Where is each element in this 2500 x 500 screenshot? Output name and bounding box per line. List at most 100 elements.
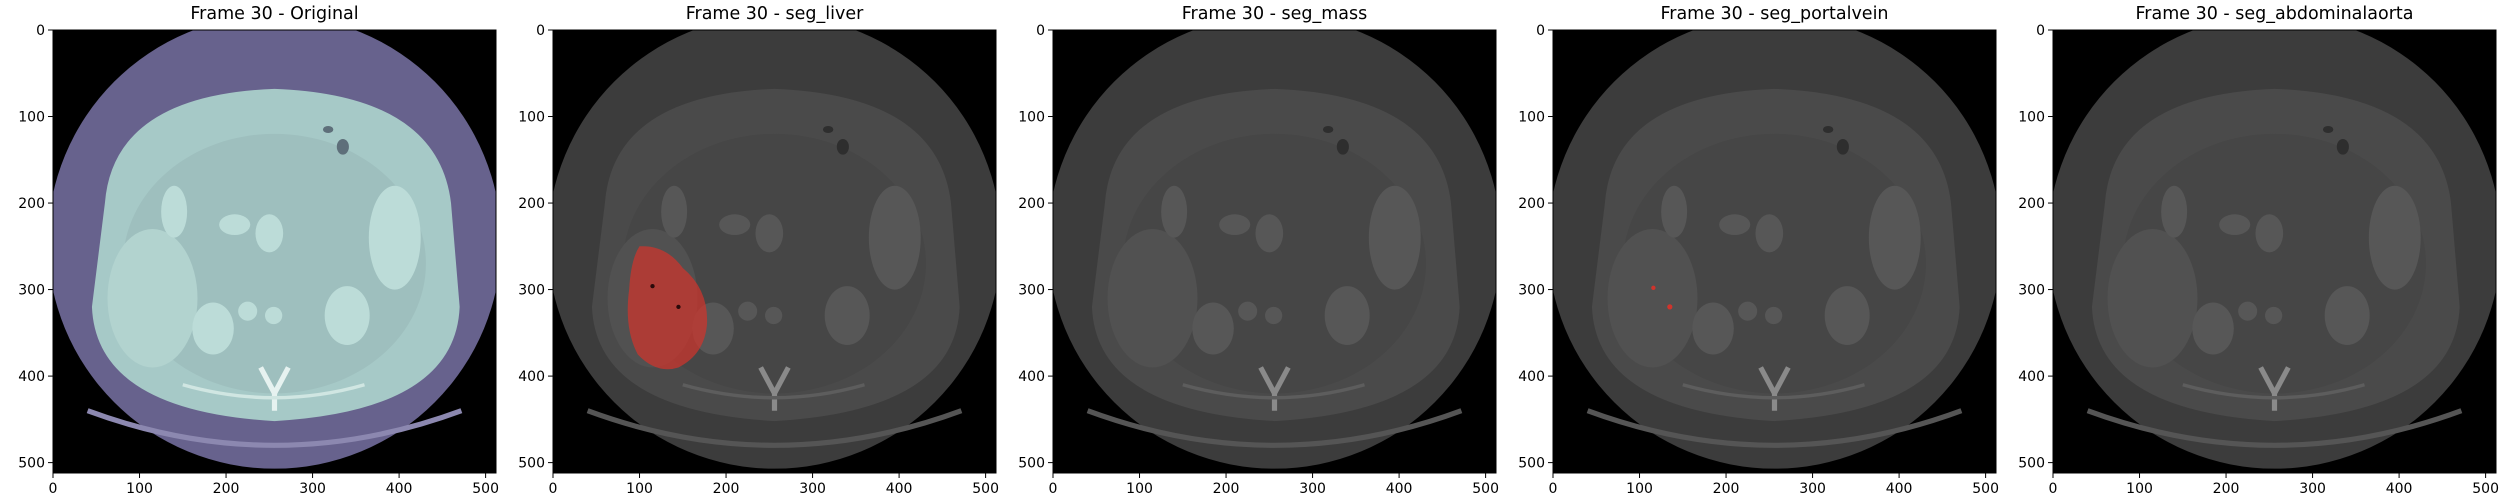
scanner-table <box>586 408 963 448</box>
y-tick-label: 100 <box>18 110 45 126</box>
bowel-loop <box>255 214 284 253</box>
bowel-loop <box>1255 214 1284 253</box>
y-tick-label: 0 <box>536 23 545 39</box>
portalvein-segmentation-overlay <box>1651 285 1656 291</box>
x-tick-label: 500 <box>972 481 999 497</box>
x-tick-label: 300 <box>1299 481 1326 497</box>
axes-frame <box>1552 29 1997 474</box>
y-tick-label: 400 <box>518 369 545 385</box>
y-tick-label: 200 <box>1518 196 1545 212</box>
gas-bubble <box>1836 139 1849 155</box>
y-tick-label: 400 <box>1518 369 1545 385</box>
y-tick-label: 0 <box>1036 23 1045 39</box>
x-tick-label: 100 <box>1626 481 1653 497</box>
bowel-loop <box>719 214 751 236</box>
y-tick-label: 100 <box>2018 110 2045 126</box>
image-panel: Frame 30 - Original 0 100 200 300 400 500 0 100 2… <box>0 0 500 500</box>
x-tick-label: 300 <box>799 481 826 497</box>
kidney-left <box>1324 286 1370 345</box>
overlay-vessel-dot <box>650 283 655 289</box>
panel-title: Frame 30 - seg_mass <box>1181 4 1368 24</box>
liver-region <box>1607 229 1698 368</box>
bowel-loop <box>661 185 688 238</box>
overlay-vessel-dot <box>676 304 681 310</box>
aorta <box>2264 306 2283 325</box>
x-tick-label: 500 <box>1472 481 1499 497</box>
bowel-loop <box>2161 185 2188 238</box>
ct-image <box>553 30 996 473</box>
y-tick-label: 500 <box>18 456 45 472</box>
x-tick-label: 400 <box>886 481 913 497</box>
y-tick-label: 400 <box>18 369 45 385</box>
ivc <box>738 301 758 321</box>
y-tick-label: 100 <box>518 110 545 126</box>
aorta <box>1264 306 1283 325</box>
panel-title: Frame 30 - Original <box>190 4 359 24</box>
x-tick-label: 400 <box>1386 481 1413 497</box>
bowel-loop <box>755 214 784 253</box>
x-tick-label: 300 <box>299 481 326 497</box>
x-tick-label: 500 <box>472 481 499 497</box>
x-tick-label: 0 <box>49 481 58 497</box>
y-tick-label: 200 <box>1018 196 1045 212</box>
liver-region <box>107 229 198 368</box>
kidney-right <box>1192 302 1234 355</box>
x-tick-label: 100 <box>2126 481 2153 497</box>
liver-region <box>1107 229 1198 368</box>
scanner-table <box>1586 408 1963 448</box>
liver-segmentation-overlay <box>627 246 708 370</box>
y-tick-label: 0 <box>36 23 45 39</box>
bowel-loop <box>1719 214 1751 236</box>
y-tick-label: 400 <box>1018 369 1045 385</box>
y-tick-label: 0 <box>1536 23 1545 39</box>
posterior-muscle <box>2182 383 2365 400</box>
scanner-table <box>86 408 463 448</box>
ivc <box>1238 301 1258 321</box>
kidney-right <box>2192 302 2234 355</box>
aorta <box>1764 306 1783 325</box>
x-tick-label: 100 <box>626 481 653 497</box>
panel-title: Frame 30 - seg_abdominalaorta <box>2135 4 2414 24</box>
kidney-left <box>1824 286 1870 345</box>
image-panel: Frame 30 - seg_mass 0 100 200 300 400 500 0 100 2… <box>1000 0 1500 500</box>
panel-title: Frame 30 - seg_liver <box>685 4 864 24</box>
bowel-loop <box>1755 214 1784 253</box>
y-tick-label: 200 <box>518 196 545 212</box>
image-panel: Frame 30 - seg_portalvein 0 100 200 300 400 50… <box>1500 0 2000 500</box>
x-tick-label: 300 <box>2299 481 2326 497</box>
gas-bubble <box>2336 139 2349 155</box>
x-tick-label: 100 <box>126 481 153 497</box>
gas-bubble <box>2322 126 2334 133</box>
axes-frame <box>52 29 497 474</box>
y-tick-label: 100 <box>1018 110 1045 126</box>
y-tick-label: 300 <box>1518 283 1545 299</box>
gas-bubble <box>822 126 834 133</box>
y-tick-label: 300 <box>1018 283 1045 299</box>
liver-region <box>2107 229 2198 368</box>
y-tick-label: 100 <box>1518 110 1545 126</box>
bowel-loop <box>2219 214 2251 236</box>
x-tick-label: 200 <box>2213 481 2240 497</box>
y-tick-label: 200 <box>18 196 45 212</box>
spleen <box>868 185 921 290</box>
spleen <box>1868 185 1921 290</box>
y-tick-label: 0 <box>2036 23 2045 39</box>
ct-image <box>1553 30 1996 473</box>
gas-bubble <box>836 139 849 155</box>
x-tick-label: 100 <box>1126 481 1153 497</box>
gas-bubble <box>1322 126 1334 133</box>
posterior-muscle <box>1682 383 1865 400</box>
x-tick-label: 500 <box>2472 481 2499 497</box>
gas-bubble <box>1822 126 1834 133</box>
x-tick-label: 300 <box>1799 481 1826 497</box>
gas-bubble <box>322 126 334 133</box>
gas-bubble <box>336 139 349 155</box>
kidney-left <box>2324 286 2370 345</box>
aorta <box>764 306 783 325</box>
scanner-table <box>1086 408 1463 448</box>
x-tick-label: 0 <box>2049 481 2058 497</box>
